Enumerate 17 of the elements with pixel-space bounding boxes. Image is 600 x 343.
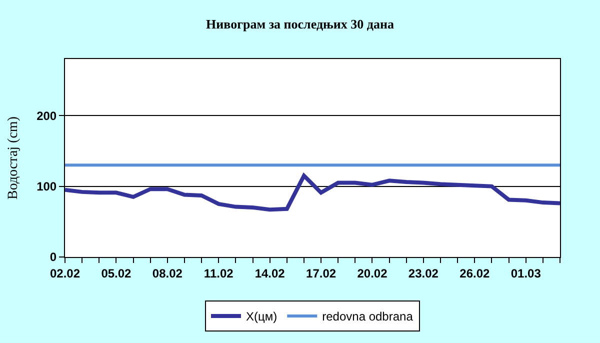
y-tick-label: 0 (50, 250, 57, 264)
x-tick-label: 23.02 (408, 266, 439, 280)
x-tick-label: 02.02 (50, 266, 80, 280)
x-tick-label: 14.02 (254, 266, 286, 280)
x-tick-label: 11.02 (204, 266, 234, 280)
x-tick-label: 20.02 (357, 266, 388, 280)
x-tick-label: 01.03 (510, 266, 542, 280)
x-tick-label: 17.02 (306, 266, 336, 280)
x-tick-label: 05.02 (101, 266, 132, 280)
x-tick-label: 08.02 (152, 266, 183, 280)
legend-label: redovna odbrana (322, 310, 414, 324)
chart-title: Нивограм за последњих 30 дана (206, 16, 394, 32)
legend-label: X(цм) (246, 310, 278, 324)
x-tick-label: 26.02 (460, 266, 490, 280)
y-tick-label: 100 (36, 179, 57, 194)
y-axis-title: Водостај (cm) (6, 116, 22, 200)
y-tick-label: 200 (36, 108, 57, 123)
